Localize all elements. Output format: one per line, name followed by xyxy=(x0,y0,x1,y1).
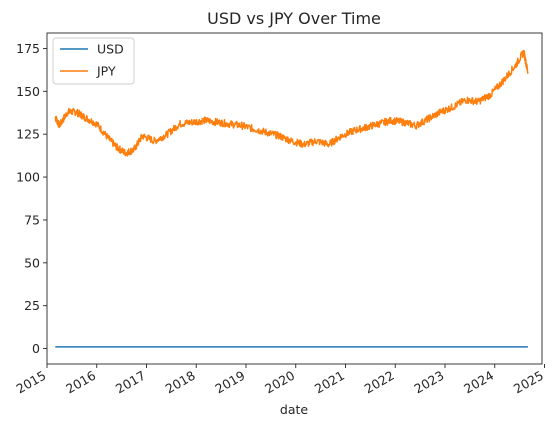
y-tick-label: 150 xyxy=(16,84,40,99)
chart-title: USD vs JPY Over Time xyxy=(207,9,381,28)
y-tick-label: 75 xyxy=(24,212,40,227)
y-tick-label: 125 xyxy=(16,127,40,142)
x-axis-label: date xyxy=(280,402,308,417)
y-tick-label: 100 xyxy=(16,170,40,185)
plot-frame xyxy=(46,32,543,365)
y-tick-label: 50 xyxy=(24,255,40,270)
series-line-jpy xyxy=(54,49,529,157)
y-tick-label: 0 xyxy=(32,341,40,356)
y-tick-label: 175 xyxy=(16,41,40,56)
legend-label-jpy: JPY xyxy=(96,64,116,79)
legend: USD JPY xyxy=(52,37,135,85)
plot-area xyxy=(54,49,529,348)
y-tick-label: 25 xyxy=(24,298,40,313)
legend-label-usd: USD xyxy=(97,42,124,57)
